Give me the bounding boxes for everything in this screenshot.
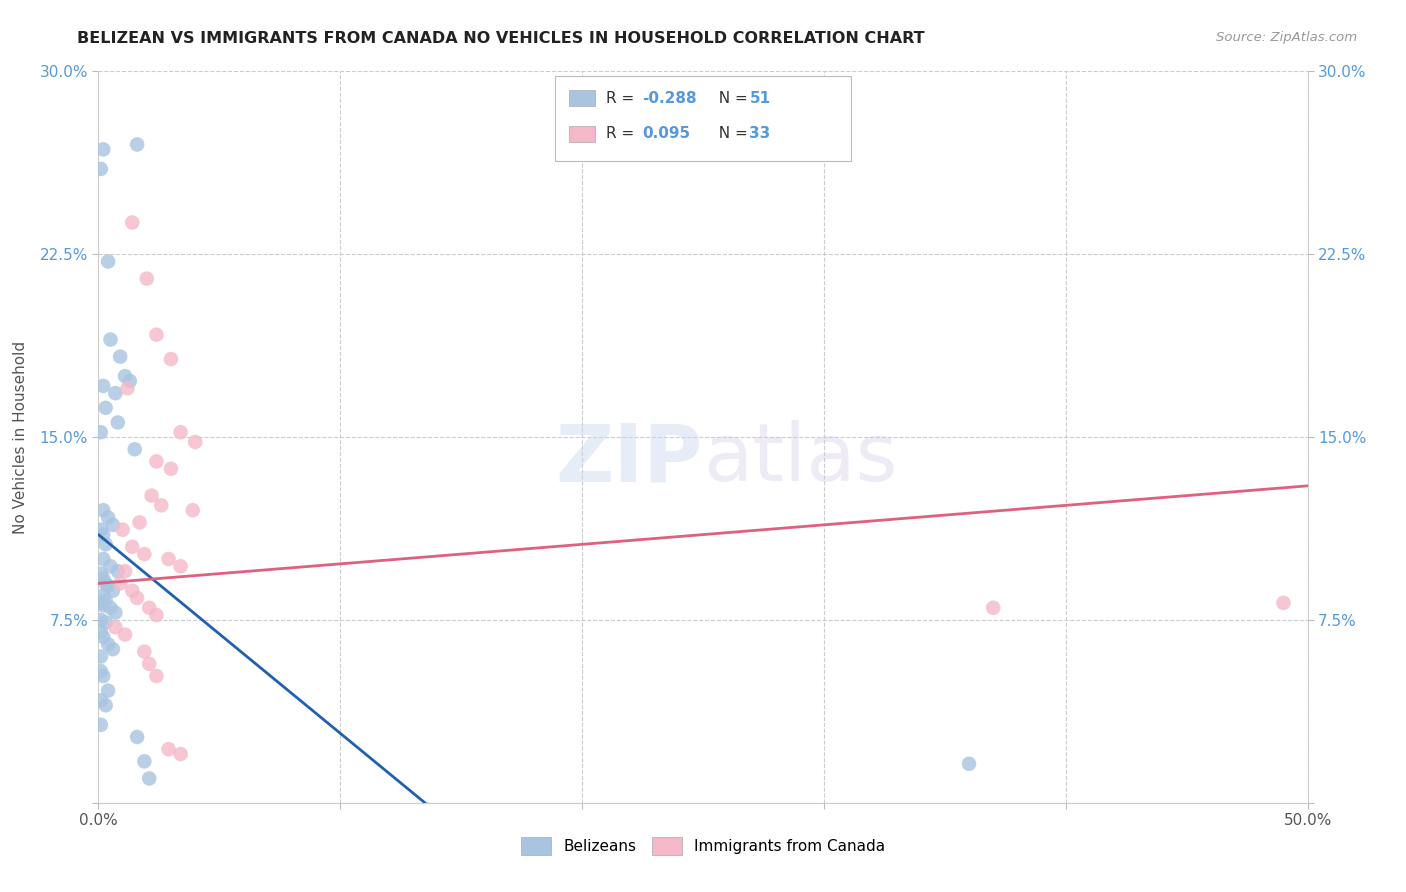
Point — [91, 572, 114, 586]
Point — [90, 718, 112, 732]
Point — [111, 523, 134, 537]
Point — [97, 637, 120, 651]
Point — [97, 579, 120, 593]
Point — [101, 517, 124, 532]
Point — [90, 613, 112, 627]
Point — [90, 649, 112, 664]
Point — [90, 566, 112, 581]
Point — [104, 386, 127, 401]
Point — [145, 608, 167, 623]
Point — [97, 254, 120, 268]
Point — [160, 462, 183, 476]
Text: ZIP: ZIP — [555, 420, 703, 498]
Point — [91, 142, 114, 156]
Point — [100, 600, 122, 615]
Point — [90, 523, 112, 537]
Point — [101, 583, 124, 598]
Point — [157, 742, 180, 756]
Point — [91, 599, 114, 613]
Point — [97, 683, 120, 698]
Point — [138, 657, 160, 671]
Point — [97, 510, 120, 524]
Point — [91, 503, 114, 517]
Point — [145, 327, 167, 342]
Point — [108, 576, 131, 591]
Text: N =: N = — [709, 91, 752, 105]
Point — [150, 499, 173, 513]
Point — [121, 583, 143, 598]
Point — [127, 137, 149, 152]
Point — [94, 537, 117, 551]
Point — [108, 350, 131, 364]
Point — [184, 434, 207, 449]
Point — [91, 552, 114, 566]
Point — [104, 620, 127, 634]
Point — [127, 730, 149, 744]
Point — [981, 600, 1004, 615]
Point — [90, 425, 112, 440]
Point — [107, 564, 129, 578]
Point — [104, 606, 127, 620]
Point — [90, 625, 112, 640]
Point — [91, 379, 114, 393]
Point — [100, 333, 122, 347]
Point — [101, 642, 124, 657]
Point — [100, 559, 122, 574]
Point — [107, 416, 129, 430]
Text: R =: R = — [606, 91, 640, 105]
Point — [145, 669, 167, 683]
Point — [94, 615, 117, 630]
Text: Source: ZipAtlas.com: Source: ZipAtlas.com — [1216, 31, 1357, 45]
Point — [128, 516, 150, 530]
Point — [91, 669, 114, 683]
Point — [181, 503, 204, 517]
Point — [90, 596, 112, 610]
Point — [121, 540, 143, 554]
Text: R =: R = — [606, 127, 640, 141]
Text: 51: 51 — [749, 91, 770, 105]
Text: 33: 33 — [749, 127, 770, 141]
Point — [134, 645, 156, 659]
Text: -0.288: -0.288 — [643, 91, 697, 105]
Text: N =: N = — [709, 127, 752, 141]
Point — [134, 547, 156, 561]
Point — [157, 552, 180, 566]
Point — [145, 454, 167, 468]
Point — [91, 589, 114, 603]
Point — [94, 593, 117, 607]
Text: atlas: atlas — [703, 420, 897, 498]
Point — [117, 381, 139, 395]
Point — [91, 630, 114, 644]
Point — [169, 559, 191, 574]
Point — [114, 627, 136, 641]
Point — [141, 489, 163, 503]
Point — [114, 369, 136, 384]
Point — [114, 564, 136, 578]
Point — [138, 772, 160, 786]
Point — [169, 425, 191, 440]
Point — [169, 747, 191, 761]
Point — [957, 756, 980, 771]
Point — [160, 352, 183, 367]
Legend: Belizeans, Immigrants from Canada: Belizeans, Immigrants from Canada — [515, 831, 891, 861]
Point — [138, 600, 160, 615]
Point — [94, 401, 117, 415]
Point — [124, 442, 146, 457]
Point — [118, 374, 141, 388]
Point — [134, 755, 156, 769]
Point — [127, 591, 149, 605]
Point — [94, 576, 117, 591]
Point — [90, 664, 112, 678]
Point — [121, 215, 143, 229]
Point — [90, 161, 112, 176]
Point — [94, 698, 117, 713]
Point — [90, 693, 112, 707]
Text: 0.095: 0.095 — [643, 127, 690, 141]
Text: BELIZEAN VS IMMIGRANTS FROM CANADA NO VEHICLES IN HOUSEHOLD CORRELATION CHART: BELIZEAN VS IMMIGRANTS FROM CANADA NO VE… — [77, 31, 925, 46]
Point — [1272, 596, 1295, 610]
Y-axis label: No Vehicles in Household: No Vehicles in Household — [14, 341, 28, 533]
Point — [91, 527, 114, 541]
Point — [135, 271, 157, 285]
